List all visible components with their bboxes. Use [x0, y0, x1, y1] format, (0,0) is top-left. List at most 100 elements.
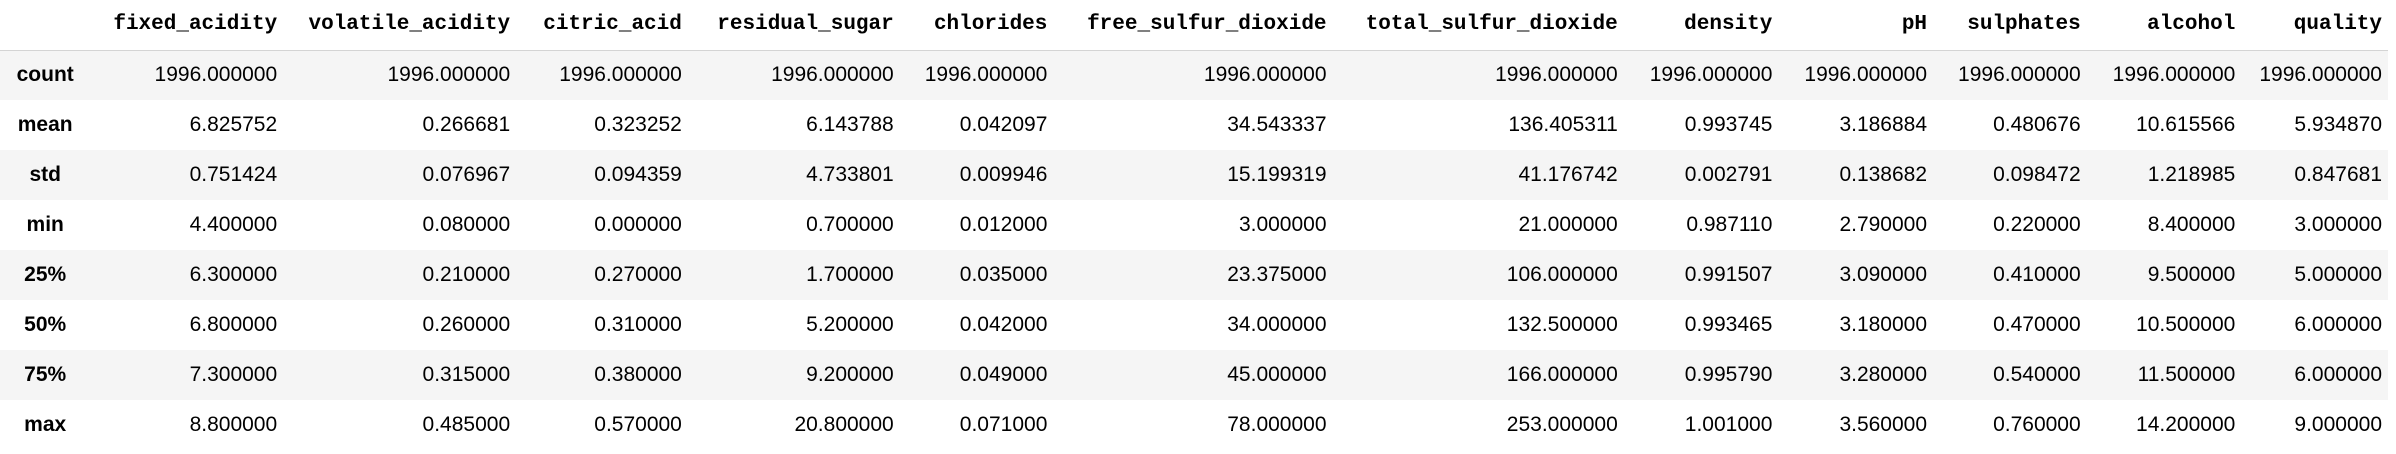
table-cell: 1996.000000: [1649, 63, 1773, 87]
table-cell: 1996.000000: [1495, 63, 1618, 87]
row-label: max: [24, 413, 67, 436]
table-cell: 11.500000: [2137, 363, 2236, 386]
table-row: min 4.400000 0.080000 0.000000 0.700000 0.012…: [0, 200, 2388, 250]
table-cell: 1996.000000: [771, 63, 894, 87]
table-cell: 0.094359: [594, 163, 682, 186]
table-cell: 0.323252: [594, 113, 682, 136]
table-cell: 3.000000: [2294, 213, 2382, 236]
table-cell: 4.400000: [189, 213, 278, 236]
row-label: count: [16, 63, 74, 87]
table-cell: 0.071000: [959, 413, 1048, 436]
table-cell: 3.186884: [1839, 113, 1928, 136]
table-cell: 0.470000: [1993, 313, 2081, 336]
table-row: 75% 7.300000 0.315000 0.380000 9.200000 0.049…: [0, 350, 2388, 400]
table-cell: 1.700000: [806, 263, 894, 286]
table-cell: 0.042000: [959, 313, 1048, 336]
table-row: count 1996.000000 1996.000000 1996.000000 19…: [0, 50, 2388, 100]
table-row: mean 6.825752 0.266681 0.323252 6.143788 0.04…: [0, 100, 2388, 150]
header-row: fixed_acidity volatile_acidity citric_ac…: [0, 0, 2388, 51]
table-cell: 8.800000: [189, 413, 278, 436]
column-header: total_sulfur_dioxide: [1332, 0, 1624, 51]
table-cell: 0.210000: [422, 263, 511, 286]
table-cell: 0.987110: [1686, 213, 1773, 236]
table-cell: 5.000000: [2294, 263, 2382, 286]
table-cell: 1996.000000: [559, 63, 682, 87]
column-header: sulphates: [1933, 0, 2087, 51]
table-cell: 0.080000: [422, 213, 511, 236]
table-cell: 6.000000: [2294, 363, 2382, 386]
table-cell: 15.199319: [1227, 163, 1327, 186]
column-header: alcohol: [2086, 0, 2242, 51]
table-cell: 0.700000: [806, 213, 894, 236]
table-cell: 0.076967: [422, 163, 511, 186]
table-cell: 0.760000: [1993, 413, 2081, 436]
table-cell: 0.266681: [422, 113, 511, 136]
table-cell: 136.405311: [1508, 113, 1618, 136]
table-cell: 1996.000000: [387, 63, 511, 87]
column-header: residual_sugar: [687, 0, 900, 51]
row-label: min: [26, 213, 64, 236]
table-cell: 0.570000: [594, 413, 682, 436]
table-cell: 5.934870: [2294, 113, 2382, 136]
table-cell: 0.049000: [959, 363, 1048, 386]
table-cell: 0.315000: [422, 363, 511, 386]
column-header: density: [1623, 0, 1779, 51]
table-cell: 14.200000: [2136, 413, 2236, 436]
table-cell: 1996.000000: [2112, 63, 2236, 87]
table-cell: 0.098472: [1993, 163, 2081, 186]
row-label: std: [29, 163, 61, 186]
table-cell: 1996.000000: [1958, 63, 2081, 87]
table-cell: 9.500000: [2147, 263, 2236, 286]
table-cell: 6.800000: [189, 313, 278, 336]
table-cell: 1996.000000: [1203, 63, 1327, 87]
table-cell: 0.485000: [422, 413, 511, 436]
table-cell: 34.543337: [1227, 113, 1327, 136]
table-cell: 1996.000000: [1804, 63, 1928, 87]
column-header: chlorides: [899, 0, 1054, 51]
table-cell: 0.035000: [959, 263, 1048, 286]
table-cell: 0.410000: [1993, 263, 2081, 286]
table-cell: 10.500000: [2136, 313, 2236, 336]
table-row: std 0.751424 0.076967 0.094359 4.733801 0.009…: [0, 150, 2388, 200]
table-cell: 6.143788: [806, 113, 894, 136]
table-cell: 6.825752: [189, 113, 278, 136]
table-cell: 1.218985: [2147, 163, 2236, 186]
table-cell: 5.200000: [806, 313, 894, 336]
index-header: [0, 0, 91, 51]
table-cell: 3.560000: [1839, 413, 1928, 436]
row-label: 25%: [24, 263, 67, 286]
table-cell: 1.001000: [1684, 413, 1773, 436]
table-cell: 253.000000: [1506, 413, 1618, 436]
table-cell: 2.790000: [1839, 213, 1928, 236]
table-cell: 0.270000: [594, 263, 682, 286]
table-cell: 106.000000: [1506, 263, 1618, 286]
table-cell: 0.993745: [1684, 113, 1773, 136]
column-header: quality: [2241, 0, 2388, 51]
table-cell: 3.280000: [1839, 363, 1928, 386]
table-cell: 23.375000: [1227, 263, 1327, 286]
table-cell: 0.995790: [1684, 363, 1773, 386]
table-cell: 10.615566: [2136, 113, 2236, 136]
table-cell: 1996.000000: [2259, 63, 2382, 87]
table-header: fixed_acidity volatile_acidity citric_ac…: [0, 0, 2388, 51]
table-cell: 41.176742: [1518, 163, 1618, 186]
table-cell: 166.000000: [1506, 363, 1618, 386]
table-cell: 132.500000: [1506, 313, 1618, 336]
table-cell: 0.993465: [1684, 313, 1773, 336]
column-header: citric_acid: [516, 0, 688, 51]
table-cell: 6.000000: [2294, 313, 2382, 336]
table-cell: 0.002791: [1684, 163, 1773, 186]
row-label: 75%: [24, 363, 67, 386]
table-cell: 1996.000000: [924, 63, 1048, 87]
table-cell: 0.540000: [1993, 363, 2081, 386]
table-cell: 4.733801: [806, 163, 894, 186]
table-cell: 0.042097: [959, 113, 1048, 136]
table-cell: 20.800000: [794, 413, 894, 436]
table-cell: 9.000000: [2294, 413, 2382, 436]
table-row: 25% 6.300000 0.210000 0.270000 1.700000 0.035…: [0, 250, 2388, 300]
table-cell: 45.000000: [1227, 363, 1327, 386]
table-cell: 0.260000: [422, 313, 511, 336]
table-cell: 0.847681: [2294, 163, 2382, 186]
